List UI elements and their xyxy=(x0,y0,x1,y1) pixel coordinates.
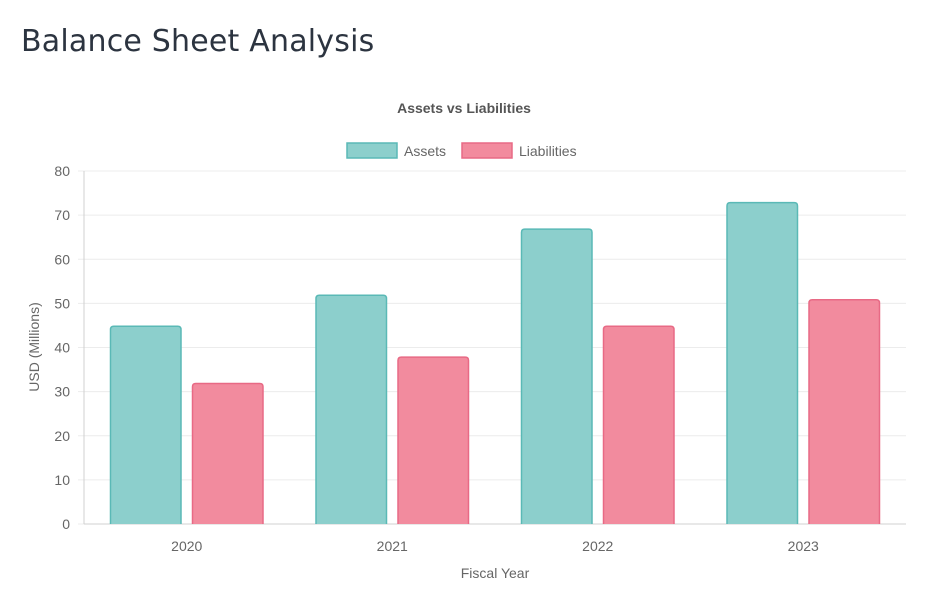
legend-swatch-liabilities xyxy=(461,142,513,159)
y-tick-label: 50 xyxy=(54,295,70,311)
y-tick-label: 70 xyxy=(54,207,70,223)
bar-liabilities-2023 xyxy=(808,298,881,524)
bar-assets-2023 xyxy=(726,201,799,524)
y-tick-label: 30 xyxy=(54,384,70,400)
bar-liabilities-2020 xyxy=(191,382,264,524)
y-tick-label: 0 xyxy=(62,516,70,532)
page-title: Balance Sheet Analysis xyxy=(21,24,375,59)
y-tick-label: 80 xyxy=(54,163,70,179)
x-tick-label: 2021 xyxy=(377,538,408,554)
x-tick-label: 2020 xyxy=(171,538,202,554)
y-tick-label: 20 xyxy=(54,428,70,444)
y-tick-label: 60 xyxy=(54,251,70,267)
chart-legend: Assets Liabilities xyxy=(346,142,577,159)
chart-bars xyxy=(109,201,881,524)
bar-assets-2020 xyxy=(109,325,182,524)
bar-assets-2022 xyxy=(520,228,593,524)
x-tick-label: 2022 xyxy=(582,538,613,554)
x-tick-label: 2023 xyxy=(788,538,819,554)
chart-title: Assets vs Liabilities xyxy=(397,100,531,116)
legend-label-liabilities: Liabilities xyxy=(519,143,577,159)
x-axis: 2020 2021 2022 2023 xyxy=(171,538,819,554)
y-axis: 0 10 20 30 40 50 60 70 80 xyxy=(54,163,70,532)
bar-liabilities-2022 xyxy=(602,325,675,524)
y-tick-label: 40 xyxy=(54,340,70,356)
bar-liabilities-2021 xyxy=(397,356,470,524)
x-axis-title: Fiscal Year xyxy=(461,565,530,581)
y-tick-label: 10 xyxy=(54,472,70,488)
legend-swatch-assets xyxy=(346,142,398,159)
legend-label-assets: Assets xyxy=(404,143,446,159)
y-axis-title: USD (Millions) xyxy=(26,302,42,391)
bar-assets-2021 xyxy=(315,294,388,524)
